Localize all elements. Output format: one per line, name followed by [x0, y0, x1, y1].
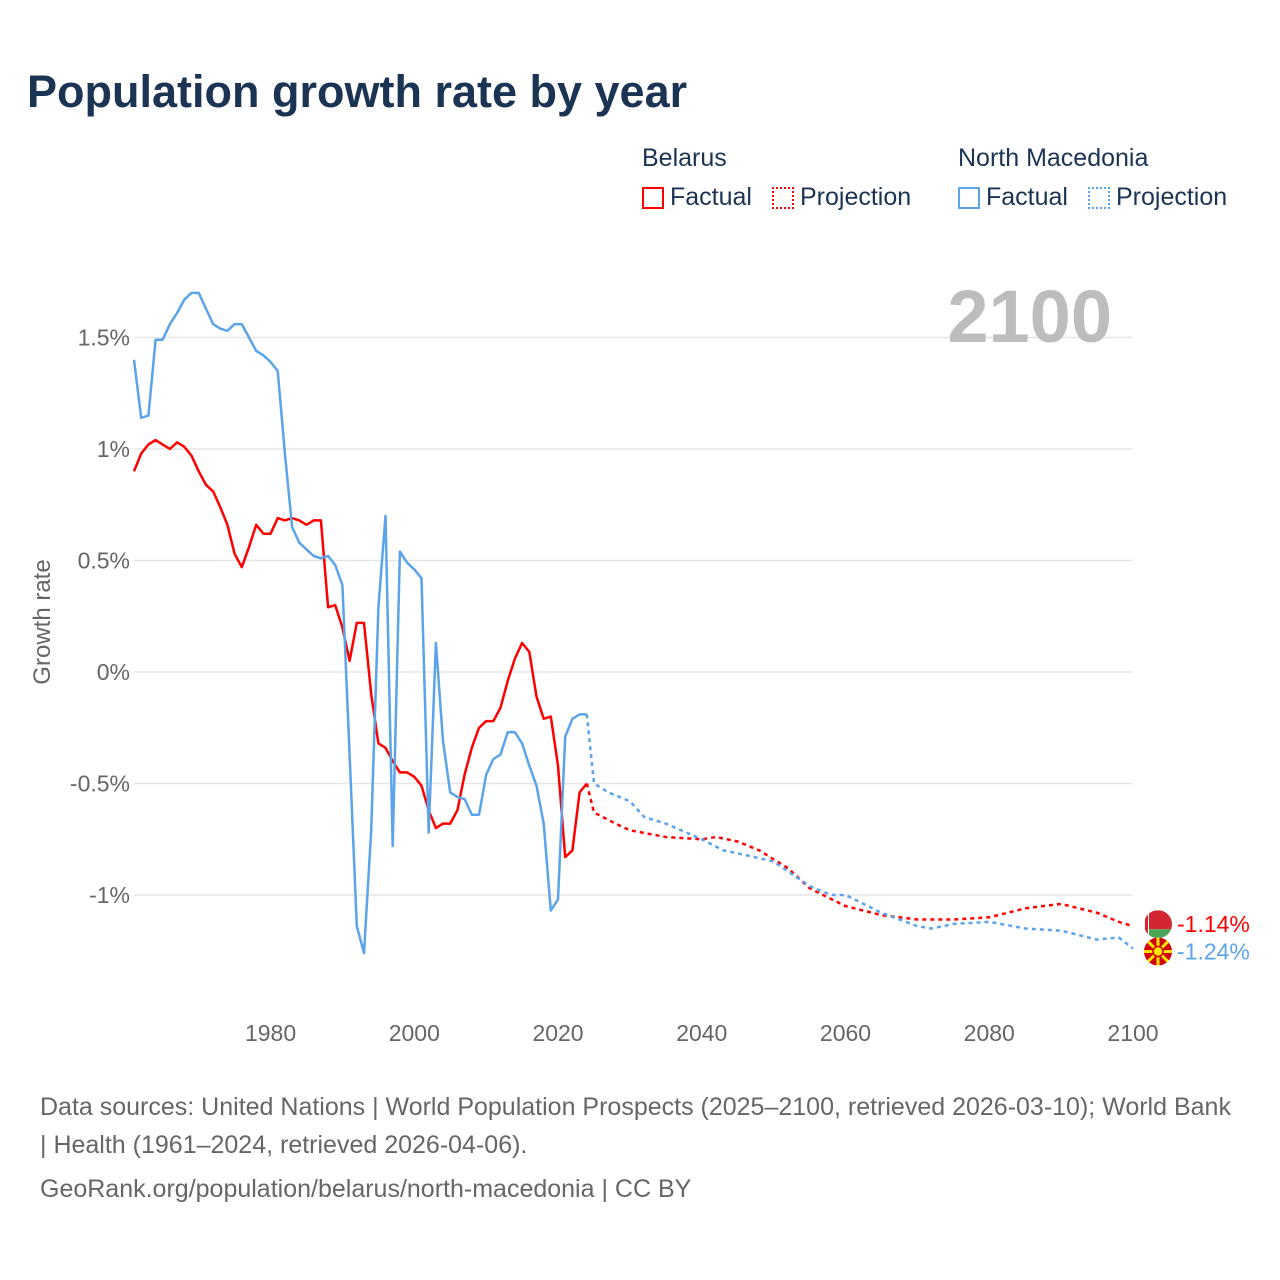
dotted-swatch-icon: [1087, 186, 1110, 209]
footer: Data sources: United Nations | World Pop…: [40, 1088, 1240, 1208]
x-tick-label: 2060: [820, 1020, 871, 1046]
y-tick-label: -0.5%: [70, 771, 130, 797]
y-tick-label: -1%: [89, 882, 130, 908]
series-line-north-macedonia-factual: [132, 291, 587, 955]
y-axis-label: Growth rate: [29, 559, 56, 684]
flag-red-band: [1144, 910, 1172, 930]
y-tick-label: 0%: [97, 659, 130, 685]
x-tick-label: 2080: [964, 1020, 1015, 1046]
flag-green-band: [1144, 929, 1172, 939]
legend-group-title: Belarus: [642, 144, 727, 172]
legend-label: Factual: [670, 183, 752, 211]
legend-label: Projection: [799, 183, 912, 211]
x-tick-label: 2000: [389, 1020, 440, 1046]
x-tick-label: 2100: [1107, 1020, 1158, 1046]
y-tick-label: 1.5%: [78, 325, 130, 351]
x-tick-label: 2020: [532, 1020, 583, 1046]
legend-group-belarus: Belarus Factual Projection: [642, 144, 925, 212]
series-line-north-macedonia-projection: [585, 714, 1134, 950]
x-tick-label: 2040: [676, 1020, 727, 1046]
legend-label: Factual: [986, 183, 1068, 211]
flag-ornament-pattern: [1145, 910, 1148, 939]
solid-swatch-icon: [958, 186, 980, 209]
flag-north-macedonia-icon: [1144, 937, 1172, 966]
solid-swatch-icon: [642, 186, 664, 209]
legend-item-belarus-projection[interactable]: Projection: [771, 183, 912, 212]
current-year-label: 2100: [947, 275, 1112, 358]
end-value-label: -1.24%: [1177, 939, 1250, 965]
credit-link[interactable]: GeoRank.org/population/belarus/north-mac…: [40, 1175, 692, 1203]
data-sources-text: Data sources: United Nations | World Pop…: [40, 1093, 1231, 1159]
end-value-label: -1.14%: [1177, 911, 1250, 937]
dotted-swatch-icon: [771, 186, 794, 209]
chart-title: Population growth rate by year: [27, 66, 688, 117]
legend-group-title: North Macedonia: [958, 144, 1149, 172]
y-tick-label: 0.5%: [78, 548, 130, 574]
plot-area: 1.5% 1% 0.5% 0% -0.5% -1% 1980 2000 2020 2040 2060…: [29, 275, 1250, 1046]
legend-label: Projection: [1115, 183, 1228, 211]
series-line-belarus-factual: [132, 438, 588, 859]
legend-item-north-macedonia-factual[interactable]: Factual: [958, 183, 1068, 212]
x-tick-label: 1980: [245, 1020, 296, 1046]
flag-belarus-icon: [1144, 910, 1172, 939]
flag-belarus-body: [1144, 910, 1172, 939]
legend-item-belarus-factual[interactable]: Factual: [642, 183, 752, 212]
y-tick-label: 1%: [97, 436, 130, 462]
flag-sun: [1152, 945, 1164, 958]
series-line-belarus-projection: [585, 783, 1134, 928]
legend-group-north-macedonia: North Macedonia Factual Projection: [958, 144, 1241, 212]
legend-item-north-macedonia-projection[interactable]: Projection: [1087, 183, 1228, 212]
